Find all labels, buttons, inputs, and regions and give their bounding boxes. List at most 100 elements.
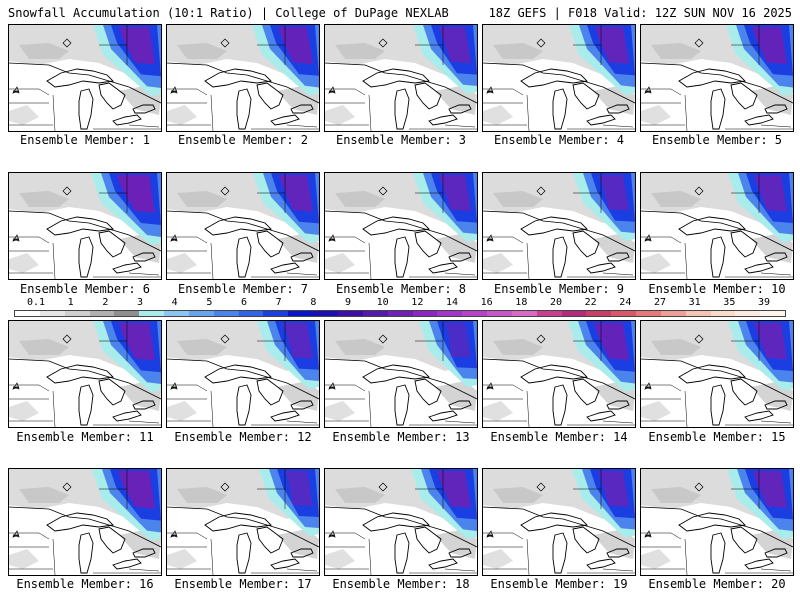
- province-borders: [415, 469, 444, 509]
- light-snow-area: [167, 105, 197, 125]
- ensemble-member-label: Ensemble Member: 14: [490, 430, 628, 444]
- province-borders: [573, 25, 602, 65]
- colorbar-swatch: [213, 311, 239, 316]
- map-marker: [694, 482, 704, 492]
- snow-band-very-heavy: [598, 471, 629, 507]
- light-snow-area: [167, 401, 197, 421]
- international-border: [9, 506, 161, 548]
- lake-outline: [428, 410, 458, 422]
- ensemble-panel: [166, 172, 320, 280]
- state-borders: [325, 88, 477, 131]
- map-marker: [62, 38, 72, 48]
- map-marker: [328, 234, 336, 242]
- lake-outline: [520, 364, 588, 384]
- snow-band-very-heavy: [117, 175, 155, 213]
- international-border: [641, 210, 793, 252]
- ensemble-panel: [324, 468, 478, 576]
- lake-outline: [572, 230, 600, 258]
- light-snow-area: [335, 191, 385, 207]
- colorbar-label: 3: [136, 297, 144, 308]
- state-borders: [9, 88, 161, 131]
- lake-outline: [414, 230, 442, 258]
- snow-band-very-heavy: [119, 27, 155, 65]
- ensemble-panel: [482, 172, 636, 280]
- province-borders: [573, 173, 602, 213]
- province-borders: [731, 321, 760, 361]
- light-snow-area: [325, 549, 355, 569]
- lake-outline: [394, 236, 410, 278]
- international-border: [9, 358, 161, 400]
- colorbar-swatch: [139, 311, 165, 316]
- lake-outline: [270, 410, 300, 422]
- international-border: [167, 358, 319, 400]
- map-marker: [378, 334, 388, 344]
- colorbar-swatch: [710, 311, 736, 316]
- lake-outline: [764, 252, 788, 262]
- light-snow-area: [177, 43, 227, 59]
- colorbar-swatch: [188, 311, 214, 316]
- map-marker: [220, 186, 230, 196]
- light-snow-area: [493, 43, 543, 59]
- light-snow-area: [177, 191, 227, 207]
- lake-outline: [764, 548, 788, 558]
- province-borders: [99, 173, 128, 213]
- province-borders: [257, 173, 286, 213]
- ensemble-panel: [166, 24, 320, 132]
- lake-outline: [710, 384, 726, 426]
- snowfall-map: [483, 25, 635, 131]
- province-borders: [257, 321, 286, 361]
- colorbar-label: 9: [344, 297, 352, 308]
- ensemble-panel: [640, 320, 794, 428]
- map-marker: [12, 530, 20, 538]
- lake-outline: [394, 532, 410, 574]
- map-marker: [62, 334, 72, 344]
- province-borders: [257, 469, 286, 509]
- snow-band-very-heavy: [594, 323, 629, 361]
- lake-outline: [78, 88, 94, 130]
- colorbar-swatch: [164, 311, 189, 316]
- lake-outline: [132, 400, 156, 410]
- light-snow-area: [483, 549, 513, 569]
- province-borders: [731, 173, 760, 213]
- colorbar-label: 16: [480, 297, 493, 308]
- state-borders: [9, 384, 161, 427]
- ensemble-member-label: Ensemble Member: 2: [177, 133, 309, 147]
- ensemble-panel: [482, 320, 636, 428]
- ensemble-member-label: Ensemble Member: 11: [16, 430, 154, 444]
- province-borders: [415, 25, 444, 65]
- lake-outline: [606, 400, 630, 410]
- map-marker: [694, 334, 704, 344]
- colorbar-swatch: [15, 311, 40, 316]
- province-borders: [99, 25, 128, 65]
- colorbar-swatch: [288, 311, 314, 316]
- state-borders: [641, 532, 793, 575]
- lake-outline: [362, 216, 430, 236]
- state-borders: [167, 384, 319, 427]
- ensemble-member-label: Ensemble Member: 16: [16, 577, 154, 591]
- lake-outline: [448, 400, 472, 410]
- lake-outline: [730, 378, 758, 406]
- map-marker: [220, 482, 230, 492]
- snowfall-map: [325, 469, 477, 575]
- snowfall-map: [167, 25, 319, 131]
- state-borders: [167, 532, 319, 575]
- colorbar-label: 7: [275, 297, 282, 308]
- lake-outline: [448, 104, 472, 114]
- international-border: [325, 358, 477, 400]
- lake-outline: [362, 68, 430, 88]
- lake-outline: [256, 526, 284, 554]
- lake-outline: [520, 512, 588, 532]
- international-border: [167, 62, 319, 104]
- light-snow-area: [177, 487, 227, 503]
- light-snow-area: [9, 253, 39, 273]
- colorbar-swatch: [64, 311, 90, 316]
- lake-outline: [414, 82, 442, 110]
- lake-outline: [78, 384, 94, 426]
- snow-band-very-heavy: [437, 471, 471, 508]
- colorbar-swatch: [362, 311, 388, 316]
- international-border: [483, 210, 635, 252]
- colorbar-swatch: [511, 311, 537, 316]
- state-borders: [167, 88, 319, 131]
- ensemble-member-label: Ensemble Member: 10: [648, 282, 786, 296]
- colorbar-swatch: [536, 311, 562, 316]
